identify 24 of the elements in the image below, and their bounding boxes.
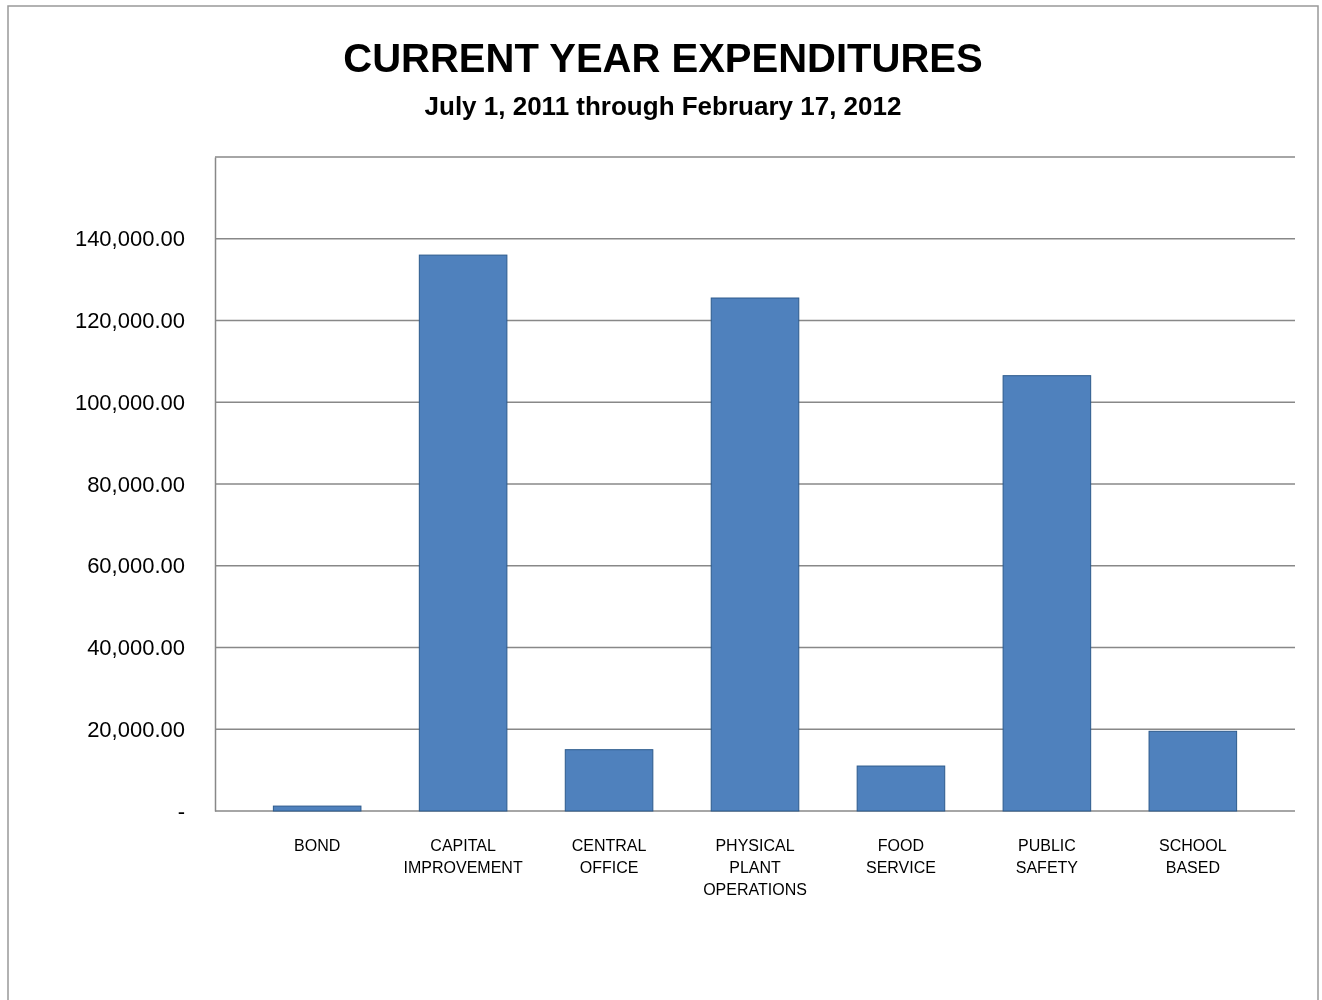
y-tick-label: 40,000.00 (87, 635, 185, 661)
y-tick-label: 140,000.00 (74, 226, 185, 252)
bar (1002, 375, 1092, 812)
bar (856, 765, 946, 812)
bar (272, 805, 362, 812)
x-tick-label: PHYSICAL PLANT OPERATIONS (703, 837, 807, 898)
chart-subtitle: July 1, 2011 through February 17, 2012 (424, 91, 902, 121)
bar (710, 297, 800, 812)
y-tick-label: 100,000.00 (74, 389, 185, 415)
x-tick-label: CENTRAL OFFICE (571, 837, 647, 876)
bar (564, 749, 654, 812)
bar (418, 254, 508, 812)
y-tick-label: 80,000.00 (87, 471, 185, 497)
x-tick-label: PUBLIC SAFETY (1015, 837, 1079, 876)
y-tick-label: 120,000.00 (74, 308, 185, 334)
x-tick-label: FOOD SERVICE (865, 837, 936, 876)
y-tick-label: - (177, 798, 185, 824)
chart-title: CURRENT YEAR EXPENDITURES (343, 36, 983, 80)
y-tick-label: 60,000.00 (87, 553, 185, 579)
x-tick-label: SCHOOL BASED (1159, 837, 1227, 876)
x-tick-label: CAPITAL IMPROVEMENT (403, 837, 523, 876)
x-tick-label: BOND (294, 837, 341, 854)
y-tick-label: 20,000.00 (87, 716, 185, 742)
bar (1148, 730, 1238, 812)
